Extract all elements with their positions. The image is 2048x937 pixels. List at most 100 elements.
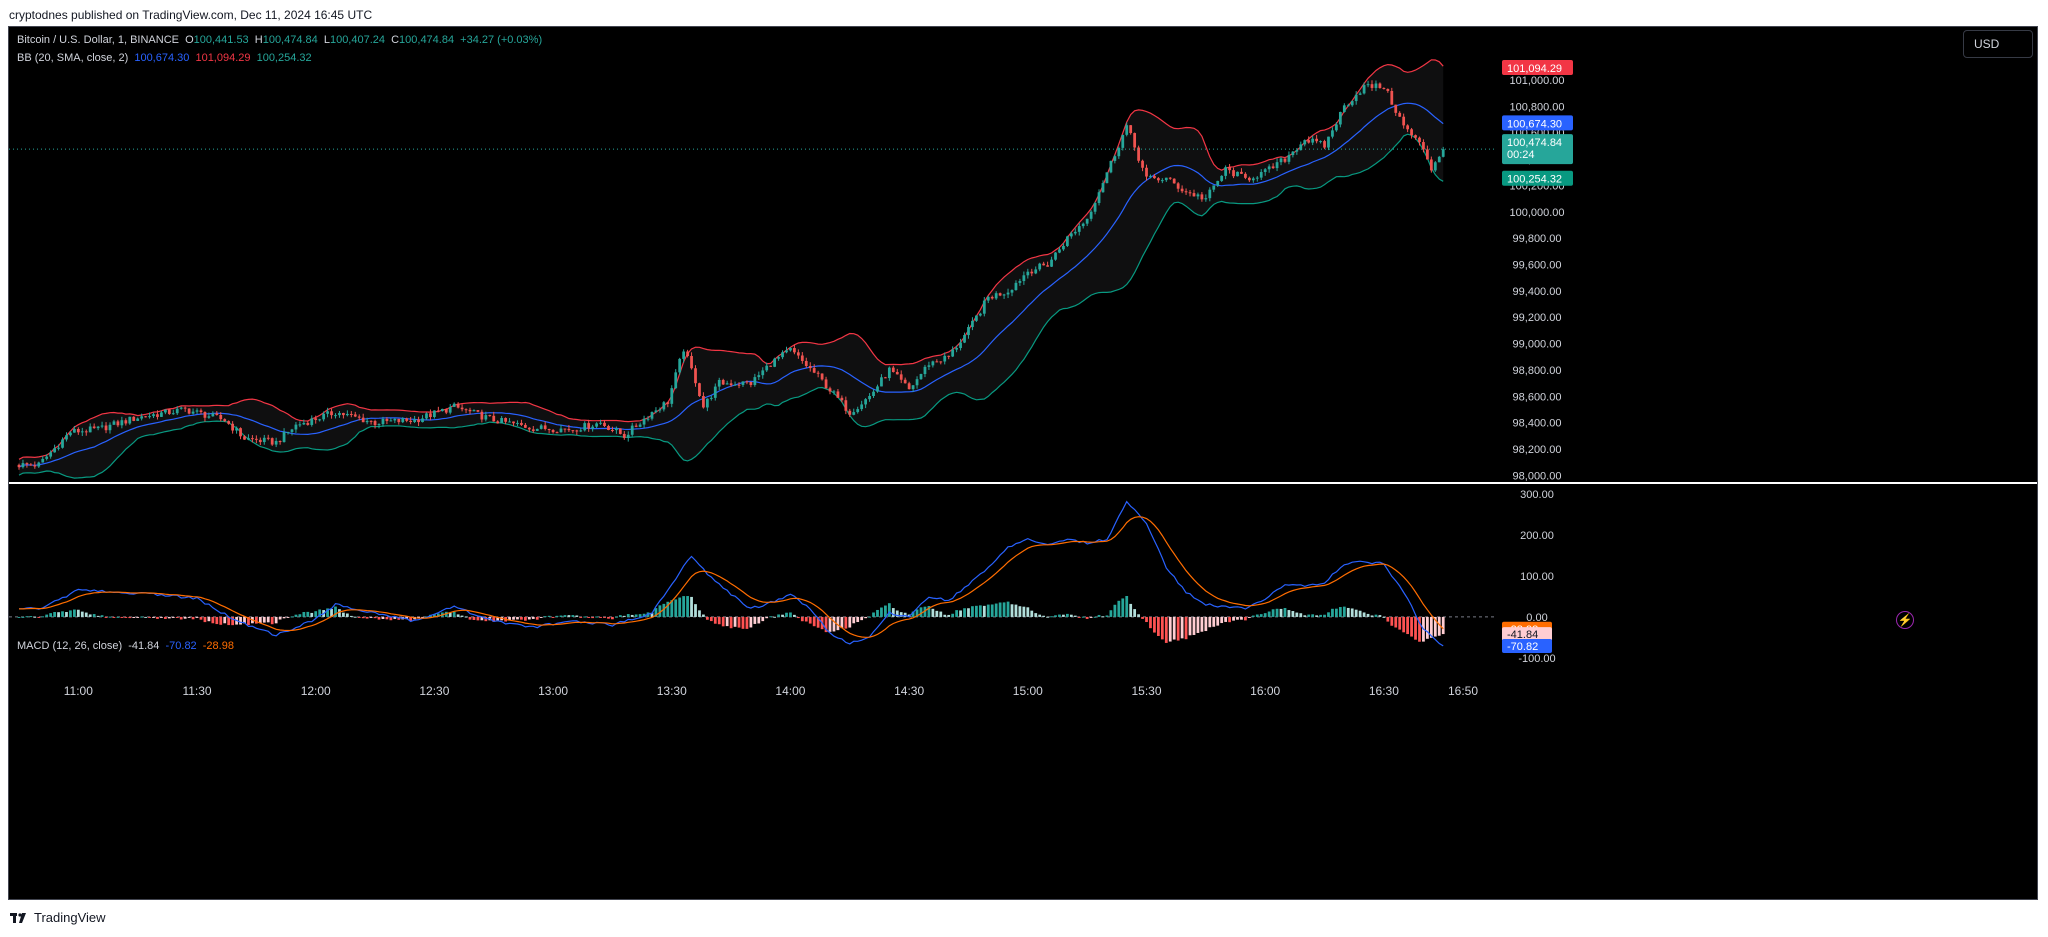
candle-body [674,372,678,389]
macd-histogram-bar [88,614,92,617]
candle-body [832,391,836,393]
macd-histogram-bar [132,616,136,618]
bb-lower-price-tag-text: 100,254.32 [1507,174,1562,186]
candle-body [472,410,476,412]
candle-body [45,456,49,459]
macd-histogram-bar [1319,614,1322,617]
macd-histogram-bar [884,605,887,617]
candle-body [709,397,713,399]
candle-body [1109,160,1113,173]
candle-body [705,398,709,408]
candle-body [595,423,598,427]
macd-histogram-bar [512,616,515,620]
candle-body [239,428,242,437]
macd-histogram-bar [152,616,155,618]
macd-legend: MACD (12, 26, close) -41.84 -70.82 -28.9… [17,640,237,652]
last-price-tag-text: 100,474.84 [1507,137,1562,149]
macd-histogram-bar [725,616,729,627]
candle-body [626,434,630,438]
macd-histogram-bar [939,611,943,617]
macd-histogram-bar [709,616,713,622]
candle-body [488,415,492,417]
macd-histogram-bar [907,614,911,617]
macd-histogram-bar [662,603,666,617]
macd-histogram-bar [1358,610,1362,617]
candle-body [1386,88,1390,91]
macd-histogram-bar [607,616,610,619]
candle-body [864,399,868,405]
macd-histogram-bar [666,601,670,617]
macd-histogram-bar [1058,614,1061,617]
bb-legend: BB (20, SMA, close, 2) 100,674.30 101,09… [17,52,315,64]
macd-histogram-bar [1105,615,1109,617]
macd-histogram-bar [33,616,37,618]
candle-body [61,439,64,448]
macd-histogram-bar [575,615,579,617]
candle-body [160,412,163,417]
candle-body [484,415,488,420]
macd-histogram-bar [678,597,682,617]
candle-body [476,410,480,412]
candle-body [1014,282,1018,291]
candle-body [816,372,820,374]
lightning-icon[interactable]: ⚡ [1896,611,1914,629]
macd-histogram-bar [1279,608,1283,617]
candle-body [1441,149,1445,157]
macd-histogram-bar [745,616,749,629]
macd-line [18,500,1444,647]
macd-histogram-bar [599,616,602,618]
macd-histogram-bar [1287,610,1291,617]
candle-body [899,374,903,380]
macd-histogram-bar [1014,604,1018,617]
macd-histogram-bar [955,610,958,617]
candle-body [903,379,907,384]
macd-histogram-bar [543,616,547,618]
candle-body [223,419,227,422]
macd-tick-label: 100.00 [1520,571,1554,583]
candle-body [828,388,832,392]
macd-histogram-bar [1303,615,1307,617]
macd-histogram-bar [1323,614,1326,617]
macd-histogram-bar [1402,616,1406,633]
macd-histogram-bar [737,616,741,628]
candle-body [440,408,444,412]
macd-histogram-bar [444,611,448,617]
macd-histogram-bar [1299,613,1303,617]
macd-histogram-bar [140,616,144,618]
candle-body [955,348,958,350]
macd-histogram-bar [1374,614,1378,617]
bb-lower-line [18,133,1444,479]
macd-histogram-bar [531,616,535,619]
macd-histogram-bar [571,615,575,617]
candle-body [1105,172,1109,184]
macd-histogram-bar [998,602,1002,617]
candle-body [702,396,705,408]
macd-histogram-bar [1283,607,1287,617]
candle-body [88,426,92,433]
candle-body [429,413,432,417]
macd-histogram-bar [270,616,274,625]
candle-body [53,448,56,453]
candle-body [773,358,777,367]
macd-histogram-bar [163,616,167,619]
bb-basis-price-tag-text: 100,674.30 [1507,118,1562,130]
macd-histogram-bar [1026,607,1030,617]
macd-histogram-bar [456,614,460,617]
macd-histogram-bar [179,616,183,620]
macd-signal-line [19,516,1444,638]
currency-button[interactable]: USD [1963,30,2033,58]
candle-body [448,406,452,413]
candle-body [1224,167,1228,176]
macd-histogram-bar [21,616,25,618]
chart-canvas[interactable]: 98,000.00 98,200.00 98,400.00 98,600.00 98,8… [9,27,2037,899]
candle-body [163,409,167,413]
macd-histogram-bar [895,610,899,617]
macd-histogram-bar [816,616,820,628]
macd-histogram-bar [967,608,970,617]
candle-body [468,409,472,412]
candle-body [195,410,199,412]
candle-body [524,424,527,428]
candle-body [1002,294,1006,296]
candle-body [409,420,413,422]
macd-histogram-bar [156,616,159,619]
